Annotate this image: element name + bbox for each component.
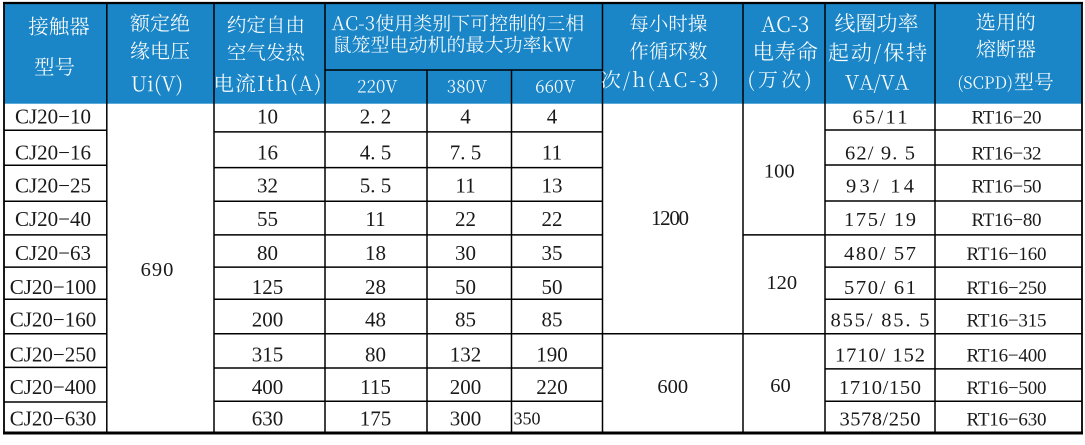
svg-text:22: 22 xyxy=(542,207,563,231)
svg-text:RT16−315: RT16−315 xyxy=(967,310,1047,331)
svg-text:3578/250: 3578/250 xyxy=(840,408,921,430)
svg-text:50: 50 xyxy=(455,275,476,299)
svg-text:16: 16 xyxy=(257,141,278,165)
svg-text:690: 690 xyxy=(141,259,175,281)
svg-text:120: 120 xyxy=(766,272,797,294)
svg-text:35: 35 xyxy=(542,241,563,265)
svg-text:65/11: 65/11 xyxy=(853,107,908,129)
svg-text:RT16−80: RT16−80 xyxy=(972,210,1042,231)
svg-text:10: 10 xyxy=(257,105,278,129)
svg-text:570/ 61: 570/ 61 xyxy=(844,277,916,299)
svg-text:315: 315 xyxy=(252,342,284,366)
svg-text:4: 4 xyxy=(547,105,558,129)
svg-text:RT16−50: RT16−50 xyxy=(972,177,1042,198)
svg-text:CJ20−630: CJ20−630 xyxy=(10,406,97,430)
svg-text:22: 22 xyxy=(455,207,476,231)
svg-text:175: 175 xyxy=(360,406,392,430)
svg-text:CJ20−100: CJ20−100 xyxy=(10,275,97,299)
svg-text:350: 350 xyxy=(514,408,541,428)
svg-text:7. 5: 7. 5 xyxy=(450,141,482,165)
svg-text:85: 85 xyxy=(542,307,563,331)
svg-text:CJ20−25: CJ20−25 xyxy=(15,174,91,198)
svg-text:100: 100 xyxy=(764,160,795,182)
svg-text:13: 13 xyxy=(542,174,563,198)
svg-text:RT16−20: RT16−20 xyxy=(972,108,1042,129)
svg-text:11: 11 xyxy=(542,141,562,165)
svg-text:115: 115 xyxy=(360,375,391,399)
svg-text:480/ 57: 480/ 57 xyxy=(844,243,916,265)
svg-text:125: 125 xyxy=(252,275,284,299)
svg-text:RT16−160: RT16−160 xyxy=(967,244,1047,265)
svg-text:50: 50 xyxy=(542,275,563,299)
svg-text:32: 32 xyxy=(257,174,278,198)
svg-text:RT16−400: RT16−400 xyxy=(967,345,1047,366)
svg-text:48: 48 xyxy=(365,307,386,331)
svg-text:CJ20−160: CJ20−160 xyxy=(10,307,97,331)
svg-text:630: 630 xyxy=(252,406,284,430)
svg-text:300: 300 xyxy=(450,406,482,430)
svg-text:CJ20−10: CJ20−10 xyxy=(15,105,91,129)
svg-text:2. 2: 2. 2 xyxy=(360,105,392,129)
svg-text:80: 80 xyxy=(257,241,278,265)
svg-text:28: 28 xyxy=(365,275,386,299)
svg-text:11: 11 xyxy=(365,207,385,231)
svg-text:5. 5: 5. 5 xyxy=(360,174,392,198)
svg-text:55: 55 xyxy=(257,207,278,231)
svg-text:RT16−32: RT16−32 xyxy=(972,144,1042,165)
svg-text:1200: 1200 xyxy=(651,206,689,230)
svg-text:11: 11 xyxy=(455,174,475,198)
svg-text:60: 60 xyxy=(770,375,791,397)
svg-text:RT16−630: RT16−630 xyxy=(967,409,1047,430)
svg-text:1710/ 152: 1710/ 152 xyxy=(835,344,925,366)
svg-text:200: 200 xyxy=(450,375,482,399)
svg-text:30: 30 xyxy=(455,241,476,265)
svg-text:600: 600 xyxy=(657,376,688,398)
svg-text:62/ 9. 5: 62/ 9. 5 xyxy=(845,143,915,165)
svg-text:80: 80 xyxy=(365,342,386,366)
svg-text:85: 85 xyxy=(455,307,476,331)
svg-text:1710/150: 1710/150 xyxy=(839,377,921,399)
svg-text:4: 4 xyxy=(460,105,471,129)
svg-text:RT16−500: RT16−500 xyxy=(967,378,1047,399)
svg-text:132: 132 xyxy=(450,342,482,366)
svg-text:CJ20−16: CJ20−16 xyxy=(15,141,91,165)
svg-text:18: 18 xyxy=(365,241,386,265)
svg-text:400: 400 xyxy=(252,375,284,399)
svg-text:RT16−250: RT16−250 xyxy=(967,278,1047,299)
svg-text:175/ 19: 175/ 19 xyxy=(844,209,916,231)
svg-text:CJ20−63: CJ20−63 xyxy=(15,241,91,265)
svg-text:220: 220 xyxy=(536,375,568,399)
svg-text:190: 190 xyxy=(536,342,568,366)
svg-text:CJ20−250: CJ20−250 xyxy=(10,342,97,366)
svg-text:4. 5: 4. 5 xyxy=(360,141,392,165)
svg-text:CJ20−40: CJ20−40 xyxy=(15,207,91,231)
svg-text:200: 200 xyxy=(252,307,284,331)
svg-text:CJ20−400: CJ20−400 xyxy=(10,375,97,399)
